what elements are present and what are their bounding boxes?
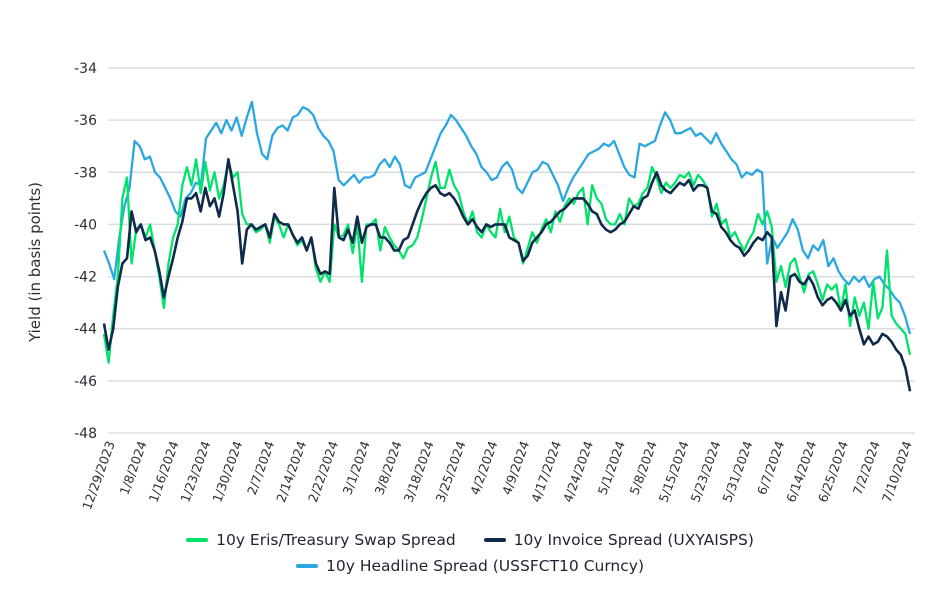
x-tick-label: 3/18/2024: [401, 439, 437, 504]
x-tick-label: 1/8/2024: [116, 439, 149, 497]
x-tick-label: 6/25/2024: [815, 439, 851, 504]
x-tick-label: 3/8/2024: [371, 439, 404, 497]
x-tick-label: 7/2/2024: [850, 439, 883, 497]
y-tick-label: -38: [74, 165, 97, 181]
legend-item-eris[interactable]: 10y Eris/Treasury Swap Spread: [186, 531, 456, 549]
x-axis-ticks: 12/29/20231/8/20241/16/20241/23/20241/30…: [79, 439, 915, 512]
legend-label-headline: 10y Headline Spread (USSFCT10 Curncy): [326, 557, 644, 575]
series-line-invoice: [102, 158, 912, 392]
y-tick-label: -42: [74, 270, 97, 286]
y-tick-label: -34: [74, 61, 97, 77]
series-line-eris: [102, 158, 912, 364]
x-tick-label: 5/23/2024: [688, 439, 724, 504]
x-tick-label: 4/17/2024: [528, 439, 564, 504]
x-tick-label: 5/31/2024: [719, 439, 755, 504]
legend-item-invoice[interactable]: 10y Invoice Spread (UXYAISPS): [483, 531, 754, 549]
y-tick-label: -36: [74, 113, 97, 129]
legend: 10y Eris/Treasury Swap Spread 10y Invoic…: [0, 531, 940, 575]
series-line-headline: [102, 100, 912, 335]
x-tick-label: 7/10/2024: [879, 439, 915, 504]
y-tick-label: -46: [74, 374, 97, 390]
y-axis-ticks: -34 -36 -38 -40 -42 -44 -46 -48: [74, 61, 97, 442]
x-tick-label: 3/1/2024: [340, 439, 373, 497]
legend-label-eris: 10y Eris/Treasury Swap Spread: [216, 531, 456, 549]
y-tick-label: -44: [74, 322, 97, 338]
x-tick-label: 1/30/2024: [209, 439, 245, 504]
gridlines: [108, 67, 915, 434]
x-tick-label: 1/23/2024: [177, 439, 213, 504]
x-tick-label: 2/7/2024: [244, 439, 277, 497]
x-tick-label: 5/8/2024: [627, 439, 660, 497]
legend-swatch-eris: [186, 538, 209, 542]
legend-label-invoice: 10y Invoice Spread (UXYAISPS): [513, 531, 754, 549]
x-tick-label: 5/1/2024: [595, 439, 628, 497]
series-lines: [102, 100, 912, 392]
x-tick-label: 3/25/2024: [433, 439, 469, 504]
legend-item-headline[interactable]: 10y Headline Spread (USSFCT10 Curncy): [296, 557, 644, 575]
x-tick-label: 6/14/2024: [783, 439, 819, 504]
x-tick-label: 2/22/2024: [305, 439, 341, 504]
x-tick-label: 2/14/2024: [273, 439, 309, 504]
legend-swatch-headline: [296, 564, 318, 568]
x-tick-label: 4/24/2024: [560, 439, 596, 504]
x-tick-label: 1/16/2024: [146, 439, 182, 504]
x-tick-label: 12/29/2023: [79, 439, 118, 512]
x-tick-label: 5/15/2024: [656, 439, 692, 504]
y-tick-label: -40: [74, 217, 97, 233]
x-tick-label: 4/9/2024: [499, 439, 532, 497]
y-axis-title: Yield (in basis points): [26, 182, 44, 343]
x-tick-label: 4/2/2024: [467, 439, 500, 497]
legend-swatch-invoice: [483, 538, 506, 542]
y-tick-label: -48: [74, 426, 97, 442]
x-tick-label: 6/7/2024: [754, 439, 787, 497]
